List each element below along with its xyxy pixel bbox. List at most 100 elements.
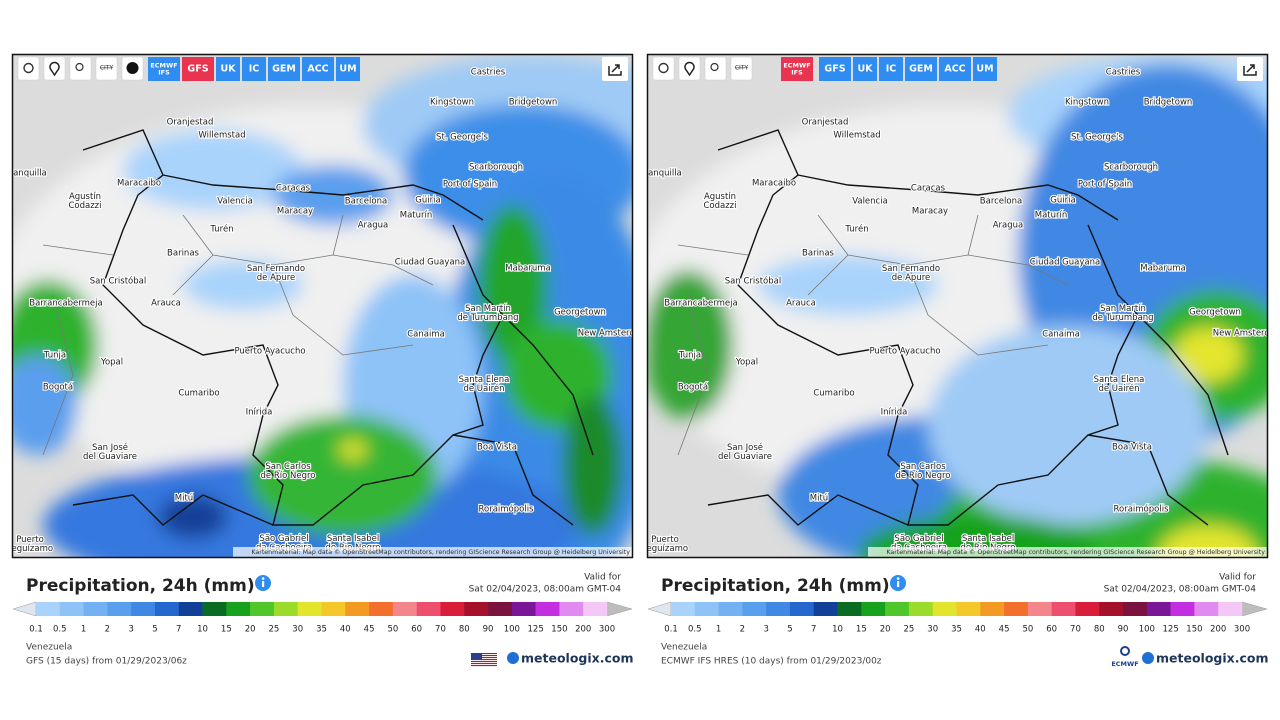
zoom-icon (710, 62, 719, 72)
colorbar-swatch (59, 602, 84, 616)
colorbar-swatch (956, 602, 981, 616)
colorbar-tick-label: 70 (435, 625, 446, 635)
model-button-label[interactable]: GEM (909, 64, 933, 75)
city-label: Barcelona (980, 197, 1022, 207)
model-button-label[interactable]: IC (249, 64, 260, 75)
city-toggle[interactable]: CITY (735, 65, 749, 72)
colorbar-tick-label: 2 (740, 625, 745, 635)
city-label: Boa Vista (1112, 443, 1152, 453)
colorbar-swatch (392, 602, 417, 616)
model-button-label[interactable]: GEM (272, 64, 296, 75)
city-label: Boa Vista (477, 443, 517, 453)
colorbar-tick-label: 40 (340, 625, 351, 635)
city-label: Cumaribo (813, 389, 854, 399)
model-button[interactable] (973, 57, 997, 81)
model-button[interactable] (939, 57, 971, 81)
attribution-bg (868, 547, 1267, 557)
map-view: Castries Kingstown Bridgetown Oranjestad Wil… (648, 55, 1267, 557)
colorbar-swatch (1099, 602, 1124, 616)
city-label: Caracas (276, 184, 311, 194)
colorbar-tick-label: 90 (483, 625, 494, 635)
city-label: Port of Spain (443, 180, 497, 190)
location-icon (684, 61, 695, 77)
city-label: Barinas (167, 249, 199, 259)
model-button[interactable] (905, 57, 937, 81)
state-borders (42, 214, 434, 456)
model-button[interactable] (148, 57, 180, 81)
toolbar-icon-button[interactable] (43, 56, 66, 81)
precip-area (13, 355, 78, 455)
model-button[interactable] (853, 57, 877, 81)
model-button-label[interactable]: UM (976, 64, 993, 75)
city-label: Mitú (175, 494, 193, 504)
city-label: Scarborough (1104, 163, 1158, 173)
model-button[interactable] (216, 57, 240, 81)
model-button[interactable] (336, 57, 360, 81)
map-attribution: Kartenmaterial: Map data © OpenStreetMap… (251, 548, 630, 556)
city-label: Caracas (911, 184, 946, 194)
toolbar-icon-button[interactable] (730, 56, 753, 81)
model-button[interactable] (268, 57, 300, 81)
toolbar-icon-button[interactable] (95, 56, 118, 81)
model-button-label[interactable]: ACC (944, 64, 965, 75)
model-button-label[interactable]: UK (220, 64, 236, 75)
toolbar-icon-button[interactable] (678, 56, 701, 81)
colorbar-tick-label: 60 (1046, 625, 1057, 635)
model-button-label[interactable]: IC (886, 64, 897, 75)
toolbar-icon-button[interactable] (704, 56, 727, 81)
colorbar-swatch (178, 602, 203, 616)
colorbar-tick-label: 0.1 (29, 625, 43, 635)
city-label: Ciudad Guayana (395, 258, 465, 268)
share-icon (608, 64, 622, 76)
model-button[interactable] (819, 57, 851, 81)
colorbar-tick-label: 0.1 (664, 625, 678, 635)
colorbar-swatch (861, 602, 886, 616)
valid-label: Valid for (584, 573, 621, 583)
city-label: San Carlos de Río Negro (896, 462, 951, 481)
city-label: Kingstown (1065, 98, 1109, 108)
city-label: Inírida (881, 408, 908, 418)
model-button-label[interactable]: UM (339, 64, 356, 75)
city-label: Port of Spain (1078, 180, 1132, 190)
model-button[interactable] (879, 57, 903, 81)
model-button[interactable] (781, 57, 813, 81)
city-label: Inírida (246, 408, 273, 418)
model-button[interactable] (182, 57, 214, 81)
colorbar-tick-label: 15 (856, 625, 867, 635)
colorbar-tick-label: 5 (152, 625, 157, 635)
colorbar-swatch (1075, 602, 1100, 616)
toolbar-icon-button[interactable] (652, 56, 675, 81)
colorbar-swatch (885, 602, 910, 616)
colorbar-swatch (694, 602, 719, 616)
city-label: Ciudad Guayana (1030, 258, 1100, 268)
city-label: Oranjestad (167, 118, 214, 128)
city-label: Canaima (1042, 330, 1080, 340)
model-button-label[interactable]: UK (857, 64, 873, 75)
city-toggle[interactable]: CITY (100, 65, 114, 72)
colorbar-tick-label: 50 (387, 625, 398, 635)
colorbar-tick-label: 45 (364, 625, 375, 635)
toolbar-icon-button[interactable] (69, 56, 92, 81)
model-button-label[interactable]: ECMWF IFS (150, 62, 177, 77)
share-icon (1243, 64, 1257, 76)
model-button-label[interactable]: GFS (187, 64, 208, 75)
model-button-label[interactable]: ECMWF IFS (783, 62, 810, 77)
map-frame (11, 53, 634, 559)
colorbar-tick-label: 1 (81, 625, 86, 635)
colorbar-tick-label: 40 (975, 625, 986, 635)
city-label: San José del Guaviare (718, 442, 772, 462)
model-button-label[interactable]: ACC (307, 64, 328, 75)
colorbar-swatch (1218, 602, 1243, 616)
info-glyph (897, 581, 900, 587)
city-label: Mabaruma (1140, 264, 1186, 274)
city-label: Roraimópolis (1113, 504, 1169, 515)
model-button-label[interactable]: GFS (824, 64, 845, 75)
colorbar-tick-label: 35 (316, 625, 327, 635)
city-label: Castries (471, 68, 506, 78)
toolbar-icon-button[interactable] (17, 56, 40, 81)
model-button[interactable] (302, 57, 334, 81)
model-button[interactable] (242, 57, 266, 81)
dot-icon (126, 62, 139, 74)
colorbar-tick-label: 125 (1163, 625, 1179, 635)
colorbar-low-end (647, 601, 672, 617)
